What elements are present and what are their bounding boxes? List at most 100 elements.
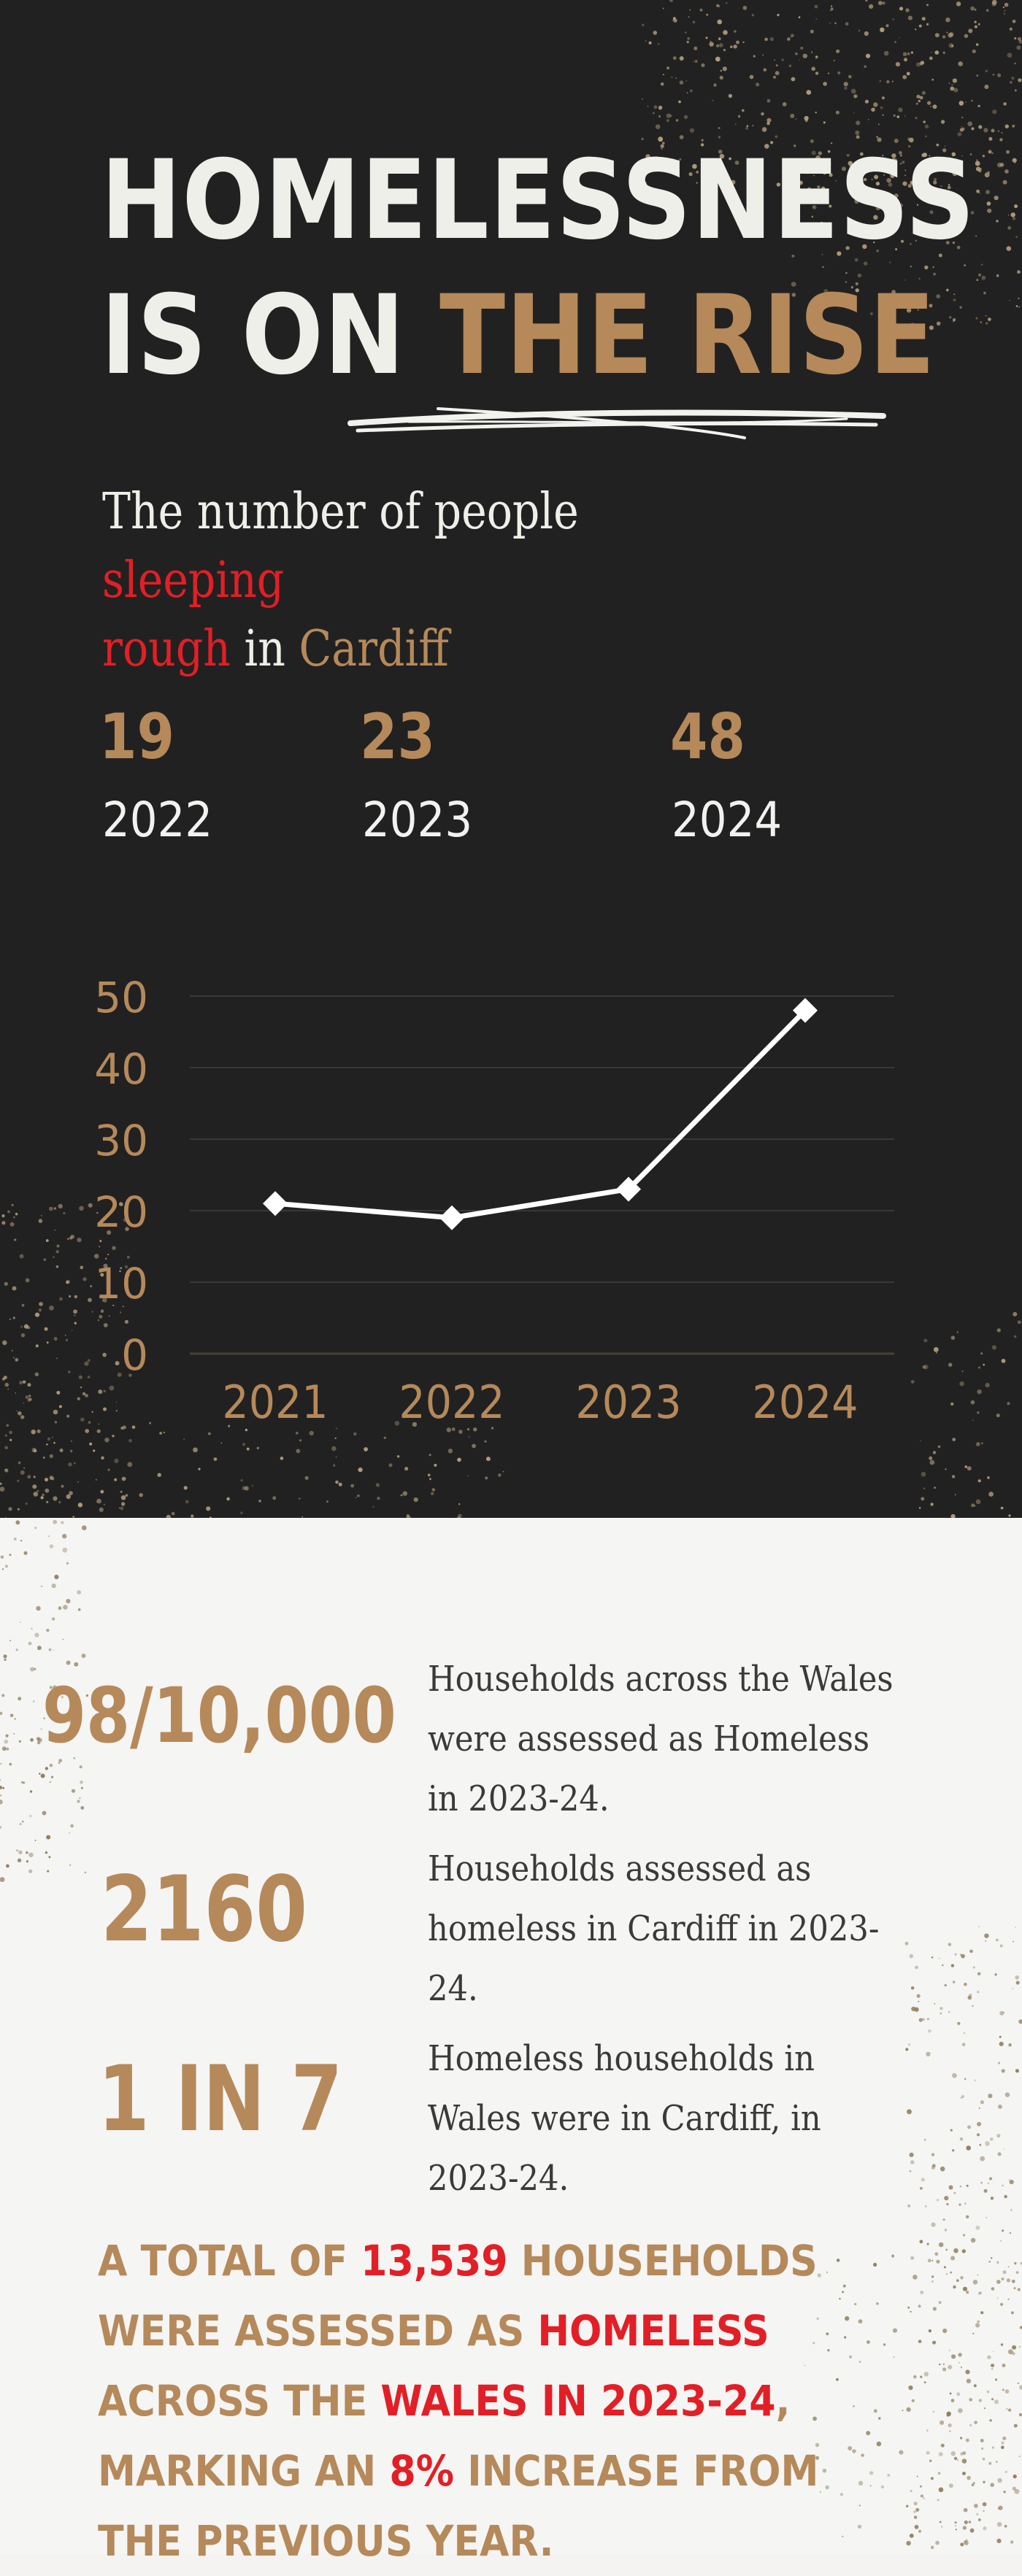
texture-speck [953,2248,958,2253]
texture-speck [978,2518,981,2521]
texture-speck [986,322,988,325]
texture-speck [969,2424,972,2426]
fact-number-ratio: 98/10,000 [42,1671,396,1760]
texture-speck [81,1787,83,1789]
texture-speck [960,2452,964,2456]
texture-speck [939,2452,943,2456]
texture-speck [272,1496,276,1500]
texture-speck [946,2203,948,2205]
texture-speck [962,2043,966,2046]
texture-speck [1018,306,1020,308]
texture-speck [903,53,907,56]
texture-speck [979,2108,980,2109]
texture-speck [126,1495,128,1497]
texture-speck [993,74,995,76]
texture-speck [0,1483,2,1485]
texture-speck [950,2129,953,2132]
texture-speck [977,1973,981,1976]
texture-speck [720,76,723,80]
texture-speck [952,2073,957,2078]
texture-speck [34,1492,39,1497]
texture-speck [1005,2389,1010,2394]
texture-speck [36,1490,39,1492]
texture-speck [864,31,869,36]
texture-speck [31,1628,32,1630]
texture-speck [915,117,918,119]
texture-speck [987,2391,989,2393]
texture-speck [987,2356,991,2359]
texture-speck [1013,2475,1017,2478]
texture-speck [965,2369,969,2374]
texture-speck [108,1469,110,1471]
texture-speck [969,2521,971,2523]
texture-speck [1008,2267,1010,2268]
texture-speck [9,1763,12,1766]
texture-speck [1018,2019,1022,2024]
texture-speck [886,80,889,83]
texture-speck [905,1942,909,1946]
texture-speck [688,16,690,18]
texture-speck [996,1939,999,1942]
texture-speck [815,112,817,113]
texture-speck [939,2243,944,2248]
texture-speck [642,24,645,27]
summary-statement: A TOTAL OF 13,539 HOUSEHOLDS WERE ASSESS… [98,2226,912,2576]
texture-speck [1002,2069,1005,2072]
texture-speck [357,1495,360,1497]
texture-speck [921,1472,926,1477]
texture-speck [948,33,953,38]
texture-speck [926,2243,929,2245]
texture-speck [910,2170,912,2172]
texture-speck [930,106,931,107]
texture-speck [42,1494,44,1496]
texture-speck [1007,2278,1010,2282]
texture-speck [973,1967,975,1969]
title-underline-scribble [0,379,1022,467]
texture-speck [823,82,827,86]
texture-speck [919,2018,923,2021]
texture-speck [967,2185,969,2187]
texture-speck [907,72,910,76]
texture-speck [962,2459,967,2464]
texture-speck [30,1738,34,1742]
texture-speck [431,1492,434,1495]
texture-speck [33,1700,34,1702]
texture-speck [940,2167,945,2172]
texture-speck [6,1864,9,1868]
texture-speck [404,1467,408,1470]
texture-speck [1001,2446,1004,2450]
stat-value-2023: 23 [360,701,435,774]
texture-speck [931,2153,934,2156]
texture-speck [966,2145,971,2151]
texture-speck [718,37,721,40]
texture-speck [902,75,907,80]
texture-speck [30,1667,34,1672]
fact-text-cardiff: Households assessed as homeless in Cardi… [428,1839,901,2018]
texture-speck [736,41,739,45]
texture-speck [831,5,832,7]
x-tick-label: 2023 [575,1377,681,1430]
texture-speck [931,2166,935,2170]
texture-speck [693,21,696,24]
texture-speck [62,1548,67,1553]
texture-speck [1016,45,1021,50]
texture-speck [980,2182,983,2184]
texture-speck [1013,1941,1014,1943]
texture-speck [21,1781,23,1783]
texture-speck [715,57,721,62]
texture-speck [868,119,869,120]
texture-speck [789,65,792,68]
texture-speck [1014,204,1018,208]
texture-speck [964,2508,968,2513]
texture-speck [752,125,753,126]
texture-speck [911,51,913,53]
texture-speck [866,54,870,58]
texture-speck [36,1606,40,1611]
texture-speck [795,53,797,55]
texture-speck [6,1748,9,1751]
summary-wales-period: WALES IN 2023-24 [380,2376,775,2426]
texture-speck [676,119,679,122]
texture-speck [1004,10,1006,12]
texture-speck [958,132,962,136]
